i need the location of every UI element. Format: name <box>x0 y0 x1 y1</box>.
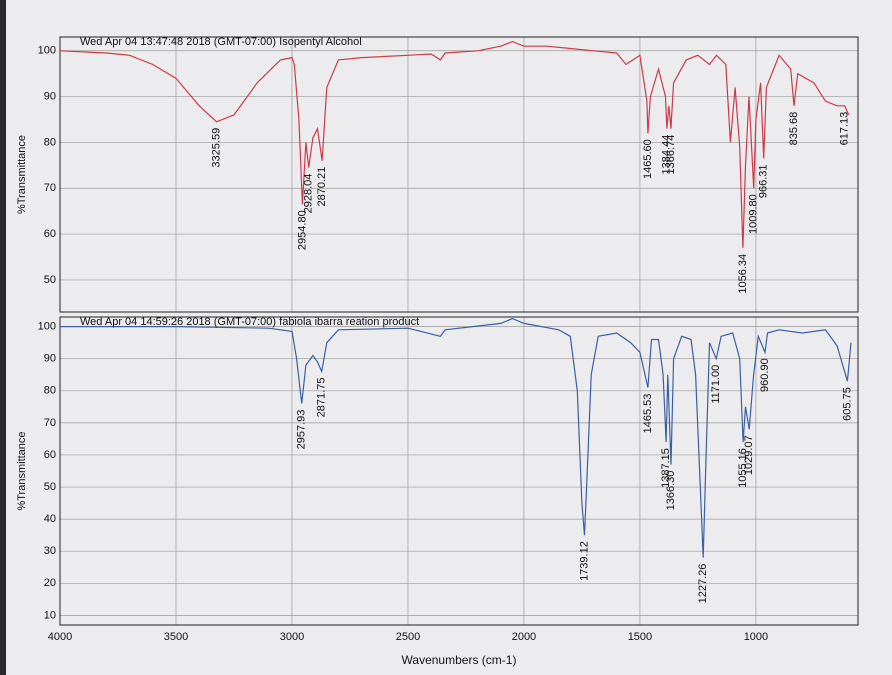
peak-label: 1009.80 <box>748 194 760 234</box>
y-tick-label: 40 <box>44 513 56 525</box>
peak-label: 2957.93 <box>296 410 308 450</box>
x-tick-label: 2500 <box>396 631 420 643</box>
x-tick-label: 3000 <box>280 631 304 643</box>
y-tick-label: 100 <box>38 45 56 57</box>
peak-label: 617.13 <box>839 112 851 146</box>
peak-label: 1465.60 <box>642 139 654 179</box>
peak-label: 1366.30 <box>665 471 677 511</box>
y-tick-label: 90 <box>44 90 56 102</box>
y-tick-label: 50 <box>44 481 56 493</box>
peak-label: 1029.07 <box>743 435 755 475</box>
x-axis-label: Wavenumbers (cm-1) <box>402 653 517 667</box>
peak-label: 1056.34 <box>737 254 749 294</box>
peak-label: 2954.80 <box>296 210 308 250</box>
peak-label: 1465.53 <box>642 394 654 434</box>
chart-title: Wed Apr 04 14:59:26 2018 (GMT-07:00) fab… <box>80 316 419 328</box>
peak-label: 2928.04 <box>303 174 315 214</box>
spectrum-line <box>60 317 852 558</box>
peak-label: 966.31 <box>758 164 770 198</box>
y-tick-label: 50 <box>44 274 56 286</box>
y-tick-label: 90 <box>44 353 56 365</box>
peak-label: 1366.74 <box>665 135 677 175</box>
x-tick-label: 1000 <box>744 631 768 643</box>
peak-label: 1227.26 <box>697 564 709 604</box>
plot-frame <box>59 36 859 313</box>
peak-label: 960.90 <box>759 358 771 392</box>
x-tick-label: 4000 <box>48 631 72 643</box>
y-tick-label: 100 <box>38 321 56 333</box>
x-tick-label: 1500 <box>628 631 652 643</box>
y-tick-label: 80 <box>44 136 56 148</box>
y-axis-label: %Transmittance <box>16 431 28 510</box>
peak-label: 2870.21 <box>316 167 328 207</box>
peak-label: 2871.75 <box>316 378 328 418</box>
y-axis-label: %Transmittance <box>16 135 28 214</box>
y-tick-label: 60 <box>44 228 56 240</box>
y-tick-label: 30 <box>44 545 56 557</box>
spectrum-line <box>59 40 850 248</box>
x-tick-label: 3500 <box>164 631 188 643</box>
y-tick-label: 70 <box>44 417 56 429</box>
peak-label: 1171.00 <box>710 365 722 404</box>
plot-frame <box>59 316 859 626</box>
peak-label: 1055.16 <box>737 448 749 488</box>
y-tick-label: 70 <box>44 182 56 194</box>
peak-label: 1387.15 <box>660 448 672 488</box>
y-tick-label: 80 <box>44 385 56 397</box>
y-tick-label: 20 <box>44 577 56 589</box>
peak-label: 1739.12 <box>578 541 590 581</box>
peak-label: 1384.44 <box>661 135 673 175</box>
paper <box>6 0 892 675</box>
peak-label: 3325.59 <box>210 128 222 168</box>
x-tick-label: 2000 <box>512 631 536 643</box>
y-tick-label: 60 <box>44 449 56 461</box>
peak-label: 835.68 <box>788 112 800 146</box>
peak-label: 605.75 <box>841 387 853 421</box>
y-tick-label: 10 <box>44 609 56 621</box>
chart-title: Wed Apr 04 13:47:48 2018 (GMT-07:00) Iso… <box>80 36 362 48</box>
